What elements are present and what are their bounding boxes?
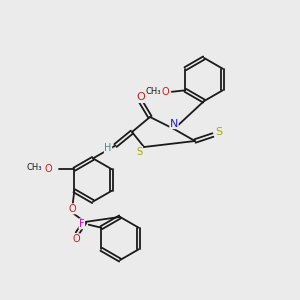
Text: N: N [170, 118, 178, 129]
Text: F: F [79, 219, 85, 229]
Text: O: O [69, 204, 76, 214]
Text: H: H [104, 143, 112, 153]
Text: S: S [136, 146, 142, 157]
Text: O: O [136, 92, 146, 103]
Text: O: O [162, 87, 169, 97]
Text: CH₃: CH₃ [146, 87, 161, 96]
Text: O: O [45, 164, 52, 174]
Text: CH₃: CH₃ [26, 164, 41, 172]
Text: O: O [73, 234, 80, 244]
Text: S: S [215, 127, 222, 137]
